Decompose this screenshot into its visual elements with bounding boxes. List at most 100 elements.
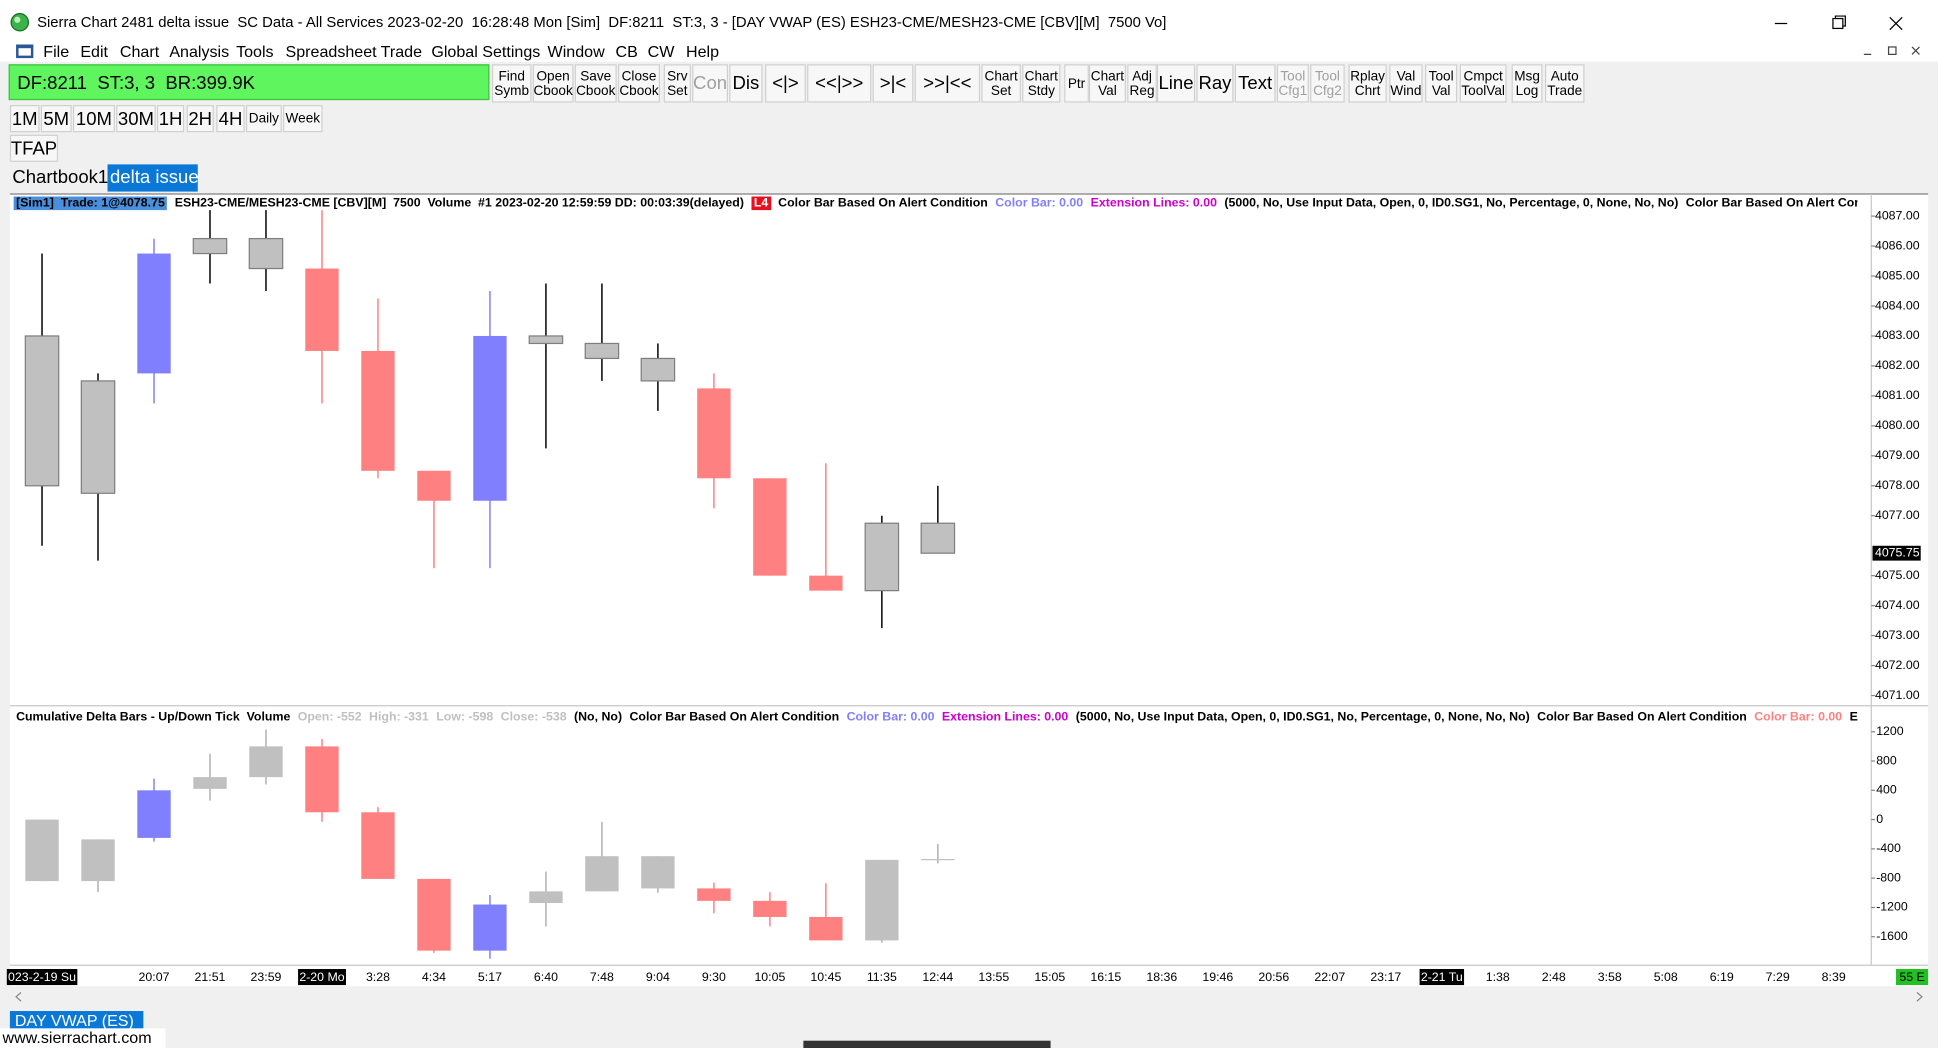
menu-item[interactable]: Analysis [169, 42, 230, 61]
toolbar-button[interactable]: Cmpct ToolVal [1459, 64, 1507, 103]
toolbar-button[interactable]: Rplay Chrt [1348, 64, 1387, 103]
toolbar-button[interactable]: Chart Set [981, 64, 1021, 103]
toolbar-button[interactable]: Dis [729, 64, 763, 103]
y-tick-label: 4073.00 [1875, 628, 1920, 642]
candle-body [809, 916, 843, 941]
toolbar-button[interactable]: <<|>> [807, 64, 872, 103]
toolbar-button[interactable]: Ptr [1064, 64, 1089, 103]
header-segment: Close: -538 [500, 710, 567, 725]
x-tick-label: 12:44 [922, 970, 953, 984]
mdi-controls[interactable] [1854, 42, 1933, 59]
scroll-left[interactable] [15, 992, 22, 1002]
toolbar-button[interactable]: Chart Val [1088, 64, 1126, 103]
x-tick-label: 4:34 [422, 970, 446, 984]
x-tick-label: 18:36 [1146, 970, 1177, 984]
toolbar-button[interactable]: Open Cbook [532, 64, 574, 103]
timeframe-button[interactable]: 30M [116, 105, 156, 133]
button-label: Line [1158, 72, 1194, 94]
button-label: Cbook [619, 83, 659, 99]
button-label: Chart [1024, 68, 1058, 84]
timeframe-button[interactable]: 1H [156, 105, 185, 133]
scrollbar[interactable] [9, 987, 1929, 1007]
header-segment: Extension Lines: 0.00 [1090, 196, 1217, 211]
title-menu-bg [0, 0, 1938, 62]
tfap-button[interactable]: TFAP [9, 134, 59, 162]
toolbar-button[interactable]: Auto Trade [1544, 64, 1585, 103]
candle-body [361, 812, 395, 879]
toolbar-button[interactable]: Save Cbook [574, 64, 617, 103]
button-label: Cbook [576, 83, 616, 99]
timeframe-button[interactable]: 5M [40, 105, 72, 133]
watermark: www.sierrachart.com [0, 1028, 166, 1048]
button-label: Cmpct [1463, 68, 1503, 84]
toolbar-button[interactable]: Tool Cfg2 [1310, 64, 1345, 103]
header-segment: L4 [751, 197, 771, 211]
y-tick-label: -800 [1876, 870, 1901, 884]
toolbar-button[interactable]: Tool Val [1425, 64, 1458, 103]
status-box: DF:8211 ST:3, 3 BR:399.9K [8, 64, 490, 101]
toolbar-button[interactable]: Line [1156, 64, 1196, 103]
y-tick-label: 4081.00 [1875, 388, 1920, 402]
header-segment: Low: -598 [436, 710, 494, 725]
timeframe-button[interactable]: Daily [245, 105, 282, 133]
toolbar-button[interactable]: Con [692, 64, 728, 103]
timeframe-button[interactable]: 1M [9, 105, 40, 133]
mdi-close[interactable] [1911, 46, 1920, 55]
window-controls[interactable] [1755, 7, 1928, 39]
timeframe-button[interactable]: 2H [186, 105, 214, 133]
toolbar-button[interactable]: Msg Log [1511, 64, 1543, 103]
toolbar-button[interactable]: Ray [1196, 64, 1234, 103]
chart-tab[interactable]: DAY VWAP (ES) [9, 1011, 144, 1031]
button-label: Cfg1 [1278, 83, 1308, 99]
menu-item[interactable]: CB [615, 42, 638, 61]
menu-item[interactable]: Edit [80, 42, 109, 61]
toolbar-button[interactable]: <|> [765, 64, 806, 103]
button-label: Val [1431, 83, 1451, 99]
candle-body [585, 856, 619, 892]
menu-item[interactable]: Tools [236, 42, 274, 61]
scroll-right[interactable] [1916, 992, 1923, 1002]
candles [25, 729, 955, 959]
toolbar-button[interactable]: >>|<< [914, 64, 981, 103]
toolbar-button[interactable]: Find Symb [491, 64, 532, 103]
menu-item[interactable]: Trade [380, 42, 423, 61]
timeframe-button[interactable]: Week [283, 105, 323, 133]
y-tick-label: 4074.00 [1875, 598, 1920, 612]
candle-body [864, 522, 900, 592]
y-tick-label: 400 [1876, 783, 1897, 797]
timeframe-button[interactable]: 10M [72, 105, 115, 133]
mdi-restore[interactable] [1887, 46, 1897, 56]
timeframe-button[interactable]: 4H [216, 105, 245, 133]
x-tick-label: 3:28 [366, 970, 390, 984]
toolbar-button[interactable]: Tool Cfg1 [1276, 64, 1309, 103]
menu-item[interactable]: Global Settings [431, 42, 541, 61]
toolbar-button[interactable]: Val Wind [1389, 64, 1423, 103]
menu-item[interactable]: Spreadsheet [285, 42, 377, 61]
toolbar-button[interactable]: Close Cbook [617, 64, 661, 103]
close-button[interactable] [1889, 16, 1903, 31]
menu-item[interactable]: Window [547, 42, 605, 61]
toolbar-button[interactable]: Srv Set [663, 64, 691, 103]
menu-item[interactable]: Chart [119, 42, 160, 61]
button-label: Symb [494, 83, 530, 99]
toolbar-button[interactable]: Text [1234, 64, 1276, 103]
chartbook-tab[interactable]: delta issue [107, 164, 199, 192]
menu-item[interactable]: CW [647, 42, 675, 61]
toolbar-button[interactable]: >|< [872, 64, 914, 103]
restore-button[interactable] [1832, 17, 1844, 30]
axis-badge-bg [1895, 969, 1929, 986]
toolbar-button[interactable]: Adj Reg [1127, 64, 1157, 103]
x-tick-label: 1:38 [1486, 970, 1510, 984]
menu-item[interactable]: File [43, 42, 70, 61]
header-segment: Color Bar: 0.00 [846, 710, 935, 725]
candle-body [865, 859, 899, 941]
button-label: Msg [1514, 68, 1540, 84]
button-label: Adj [1132, 68, 1152, 84]
candle-body [641, 856, 675, 889]
menu-item[interactable]: Help [685, 42, 720, 61]
button-label: <<|>> [815, 72, 864, 94]
x-tick-label: 5:08 [1654, 970, 1678, 984]
chartbook-tab[interactable]: Chartbook1 [12, 166, 109, 188]
toolbar-button[interactable]: Chart Stdy [1022, 64, 1061, 103]
x-tick-label: 22:07 [1314, 970, 1345, 984]
